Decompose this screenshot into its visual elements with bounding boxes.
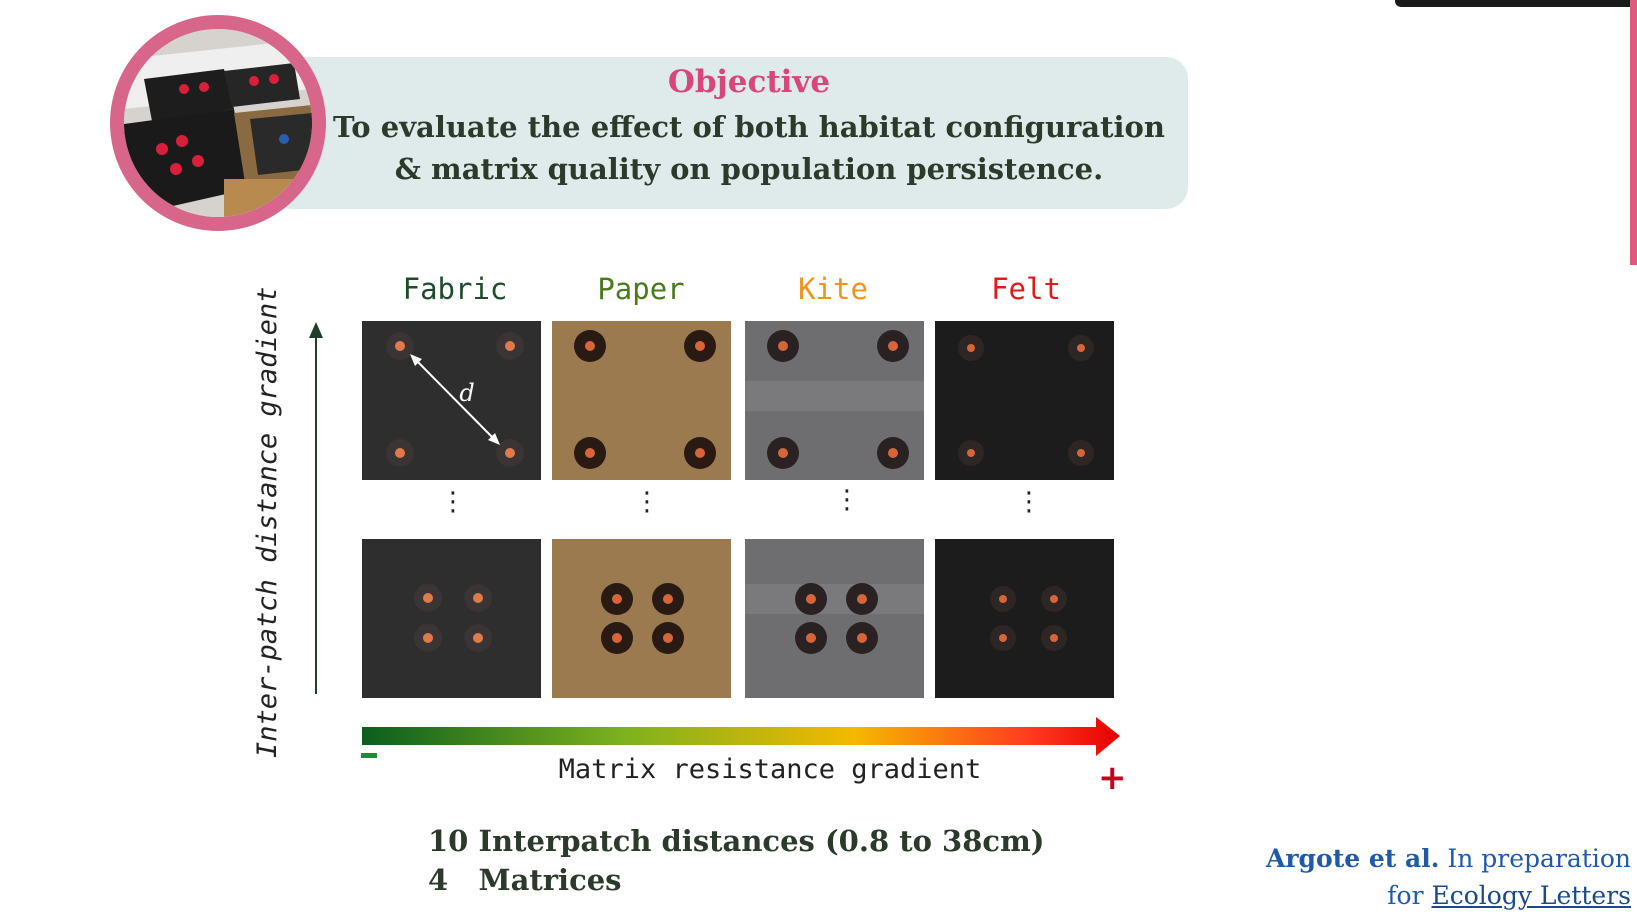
citation: Argote et al. In preparation for Ecology… [1266,840,1631,914]
objective-line-2: & matrix quality on population persisten… [394,152,1104,186]
summary-matrices-label: Matrices [478,863,622,897]
citation-journal-link[interactable]: Ecology Letters [1431,881,1632,910]
ellipsis-felt: ⋮ [1016,487,1042,517]
plus-sign: + [1098,758,1127,798]
matrix-label-fabric: Fabric [402,272,508,306]
y-axis-arrow [309,322,323,694]
summary-matrix-count: 4 [428,863,449,897]
citation-prefix: for [1387,881,1424,910]
citation-authors: Argote et al. [1265,844,1440,873]
ellipsis-kite: ⋮ [834,485,860,515]
ellipsis-paper: ⋮ [634,487,660,517]
x-axis-label: Matrix resistance gradient [558,754,982,785]
panel-paper-near [552,539,731,698]
distance-label: d [459,379,474,407]
minus-sign [361,753,377,758]
objective-title: Objective [667,64,831,100]
objective-box [270,57,1188,209]
slide-edge-accent [1630,0,1637,265]
panel-felt-near [935,539,1114,698]
panel-fabric-far: d [362,321,541,480]
summary: 10 Interpatch distances (0.8 to 38cm) 4 M… [428,822,1044,900]
lab-setup-photo [110,15,326,231]
summary-line-2: 4 Matrices [428,861,1044,900]
window-top-bar [1395,0,1637,7]
panel-kite-far [745,321,924,480]
matrix-label-paper: Paper [597,272,685,306]
panel-kite-near [745,539,924,698]
matrix-label-kite: Kite [798,272,868,306]
matrix-gradient-arrow [362,717,1120,756]
panel-fabric-near [362,539,541,698]
objective-text: To evaluate the effect of both habitat c… [330,106,1168,190]
objective-line-1: To evaluate the effect of both habitat c… [333,110,1165,144]
matrix-label-felt: Felt [991,272,1061,306]
y-axis-label: Inter-patch distance gradient [252,286,283,758]
panel-paper-far [552,321,731,480]
summary-line-1: 10 Interpatch distances (0.8 to 38cm) [428,824,1045,858]
citation-status: In preparation [1447,844,1631,873]
ellipsis-fabric: ⋮ [440,487,466,517]
panel-felt-far [935,321,1114,480]
